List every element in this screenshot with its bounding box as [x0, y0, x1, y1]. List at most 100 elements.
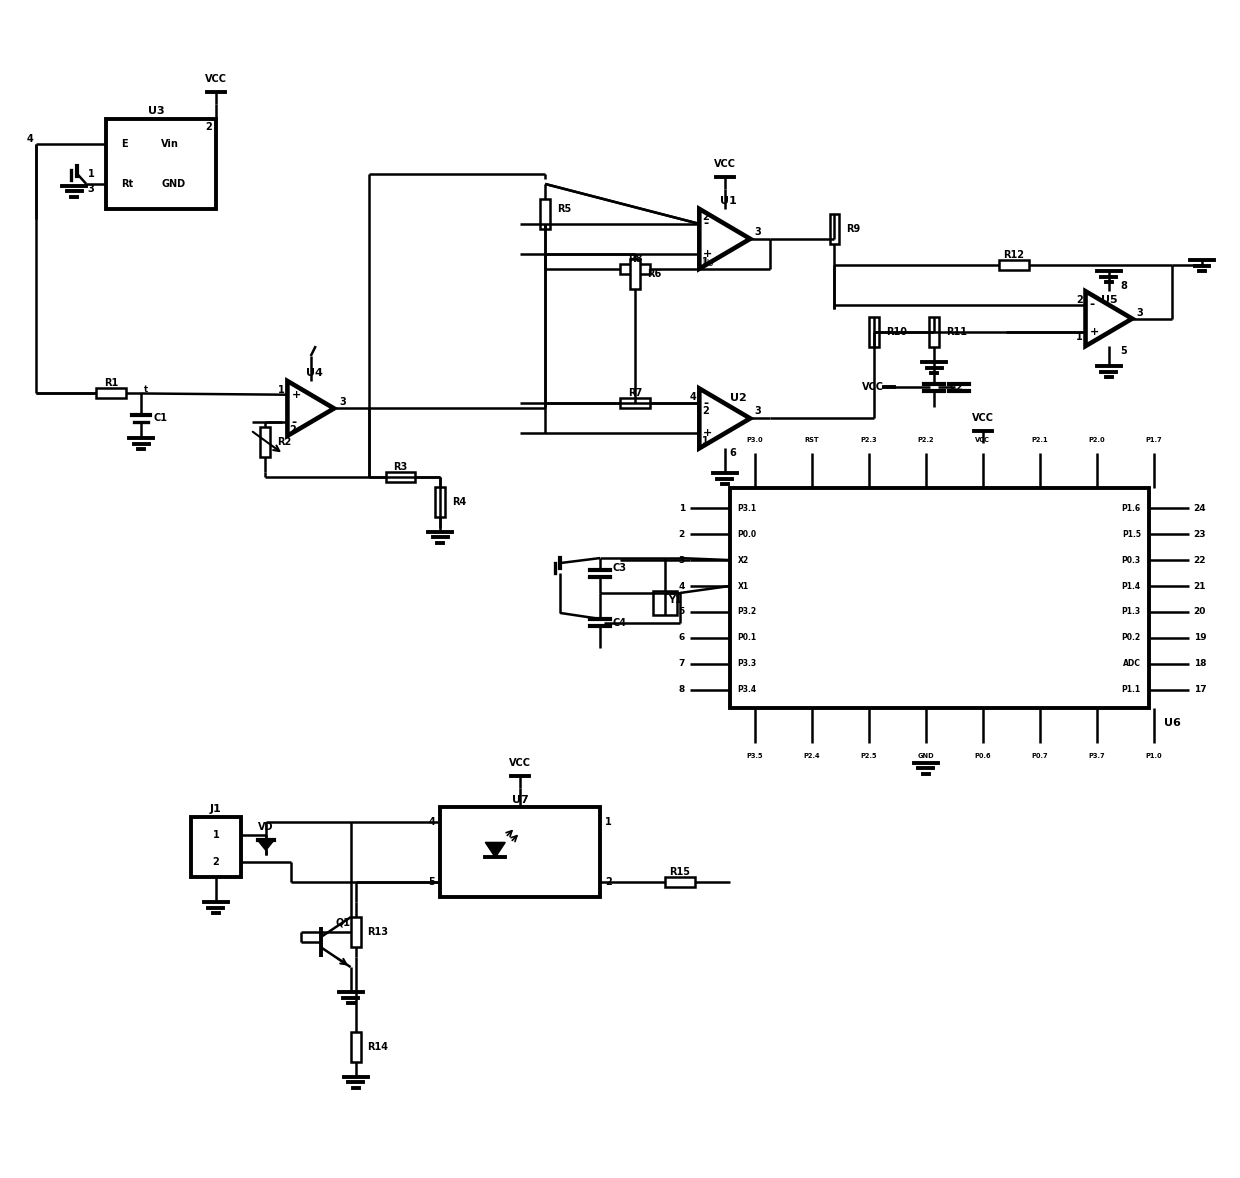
Text: U5: U5: [1101, 294, 1117, 305]
Text: 4: 4: [26, 134, 33, 144]
Bar: [665, 878, 694, 887]
Text: R14: R14: [367, 1041, 388, 1052]
Text: P0.6: P0.6: [975, 753, 991, 759]
Text: P0.3: P0.3: [1122, 556, 1141, 564]
Text: P2.4: P2.4: [804, 753, 820, 759]
Bar: [620, 264, 650, 273]
Text: 2: 2: [702, 406, 709, 416]
Text: 6: 6: [678, 634, 684, 642]
Text: 1: 1: [1076, 332, 1083, 343]
Text: 2: 2: [605, 878, 611, 887]
Text: 19: 19: [1194, 634, 1207, 642]
Text: 3: 3: [754, 227, 761, 237]
Text: E: E: [122, 139, 128, 150]
Bar: [730, 488, 1148, 708]
Text: R2: R2: [278, 437, 291, 448]
Text: 1: 1: [702, 257, 709, 266]
Text: 23: 23: [1194, 530, 1207, 538]
Text: ADC: ADC: [1123, 660, 1141, 668]
Text: X1: X1: [738, 582, 749, 590]
Text: 21: 21: [1194, 582, 1207, 590]
Text: +: +: [703, 249, 713, 259]
Text: U6: U6: [1163, 717, 1180, 728]
Bar: [630, 259, 640, 289]
Text: P2.2: P2.2: [918, 437, 934, 443]
Bar: [351, 918, 361, 947]
Text: P1.1: P1.1: [1122, 686, 1141, 694]
Text: 24: 24: [1194, 504, 1207, 512]
Bar: [435, 487, 445, 517]
Text: P1.5: P1.5: [1122, 530, 1141, 538]
Text: R1: R1: [104, 378, 118, 389]
Text: R7: R7: [627, 389, 642, 398]
Bar: [440, 807, 600, 898]
Text: U3: U3: [148, 106, 165, 117]
Text: U7: U7: [512, 794, 528, 805]
Bar: [351, 1032, 361, 1061]
Text: X2: X2: [738, 556, 749, 564]
Text: 20: 20: [1194, 608, 1207, 616]
Text: J1: J1: [210, 805, 222, 814]
Text: P1.7: P1.7: [1146, 437, 1162, 443]
Text: Y1: Y1: [668, 595, 682, 605]
Polygon shape: [258, 840, 274, 851]
Text: 5: 5: [429, 878, 435, 887]
Bar: [830, 214, 839, 244]
Bar: [929, 317, 939, 348]
Text: 1: 1: [88, 168, 94, 179]
Text: 2: 2: [289, 425, 296, 435]
Bar: [869, 317, 879, 348]
Text: 4: 4: [429, 818, 435, 827]
Text: P3.1: P3.1: [738, 504, 756, 512]
Text: 1: 1: [605, 818, 611, 827]
Text: P0.2: P0.2: [1122, 634, 1141, 642]
Bar: [191, 818, 241, 878]
Text: +: +: [291, 390, 300, 399]
Bar: [386, 472, 415, 482]
Text: R9: R9: [847, 224, 861, 234]
Text: 17: 17: [1194, 686, 1207, 694]
Text: 2: 2: [678, 530, 684, 538]
Text: P3.5: P3.5: [746, 753, 763, 759]
Text: 2: 2: [1076, 294, 1083, 305]
Text: 2: 2: [212, 858, 219, 867]
Text: -: -: [1090, 298, 1095, 311]
Text: 4: 4: [678, 582, 684, 590]
Text: R5: R5: [557, 204, 572, 214]
Text: 1: 1: [212, 830, 219, 840]
Text: 1: 1: [678, 504, 684, 512]
Text: 6: 6: [730, 449, 737, 458]
Text: 22: 22: [1194, 556, 1207, 564]
Text: -: -: [291, 416, 296, 429]
Text: 1: 1: [702, 436, 709, 446]
Text: U2: U2: [730, 393, 746, 403]
Text: P0.7: P0.7: [1032, 753, 1048, 759]
Text: VCC: VCC: [714, 159, 735, 168]
Text: P2.3: P2.3: [861, 437, 877, 443]
Text: Vin: Vin: [161, 139, 179, 150]
Polygon shape: [485, 842, 505, 858]
Bar: [541, 199, 551, 229]
Text: P1.6: P1.6: [1122, 504, 1141, 512]
Text: R12: R12: [1003, 250, 1024, 260]
Text: P3.7: P3.7: [1089, 753, 1105, 759]
Text: 8: 8: [1120, 282, 1127, 291]
Text: 3: 3: [339, 397, 346, 408]
Text: GND: GND: [918, 753, 934, 759]
Text: R8: R8: [627, 253, 642, 264]
Text: -: -: [703, 218, 708, 231]
Bar: [260, 428, 270, 457]
Text: P2.1: P2.1: [1032, 437, 1048, 443]
Text: R11: R11: [946, 327, 967, 337]
Text: C1: C1: [153, 413, 167, 423]
Text: t: t: [144, 385, 149, 393]
Text: P1.0: P1.0: [1146, 753, 1162, 759]
Bar: [97, 389, 126, 398]
Text: GND: GND: [161, 179, 185, 188]
Text: VCC: VCC: [976, 437, 991, 443]
Text: R4: R4: [453, 497, 466, 507]
Text: VCC: VCC: [510, 757, 531, 768]
Text: C2: C2: [950, 382, 963, 392]
Text: VCC: VCC: [205, 74, 227, 84]
Text: P2.5: P2.5: [861, 753, 877, 759]
